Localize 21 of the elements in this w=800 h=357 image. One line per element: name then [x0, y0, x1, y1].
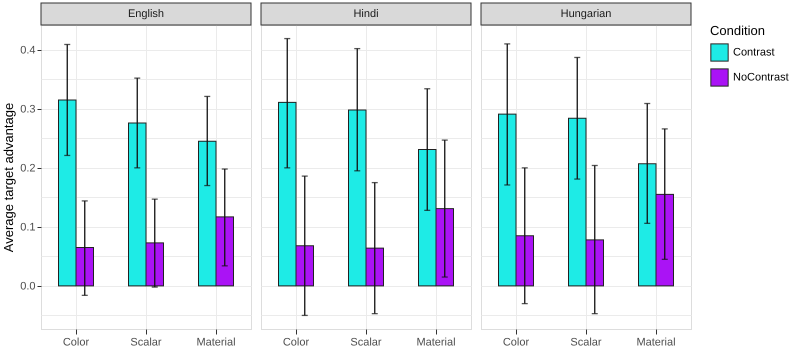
- y-tick-label: 0.2: [20, 162, 36, 174]
- y-axis-title: Average target advantage: [1, 102, 16, 252]
- x-tick-label: Material: [416, 336, 456, 348]
- x-tick-label: Material: [196, 336, 236, 348]
- legend-title: Condition: [710, 23, 765, 38]
- legend-label: Contrast: [733, 46, 775, 58]
- x-tick-label: Color: [282, 336, 310, 348]
- legend-label: NoContrast: [733, 72, 789, 84]
- y-tick-label: 0.0: [20, 280, 36, 292]
- x-tick-label: Scalar: [130, 336, 162, 348]
- y-tick-label: 0.4: [20, 44, 36, 56]
- chart-title: Hindi: [353, 8, 379, 20]
- x-tick-label: Color: [502, 336, 530, 348]
- y-tick-label: 0.1: [20, 221, 36, 234]
- y-tick-label: 0.3: [20, 103, 36, 116]
- chart-title: Hungarian: [560, 8, 612, 20]
- x-tick-label: Material: [636, 336, 676, 348]
- x-tick-label: Scalar: [570, 336, 602, 348]
- x-tick-label: Scalar: [350, 336, 382, 348]
- x-tick-label: Color: [62, 336, 90, 348]
- chart-title: English: [128, 8, 164, 20]
